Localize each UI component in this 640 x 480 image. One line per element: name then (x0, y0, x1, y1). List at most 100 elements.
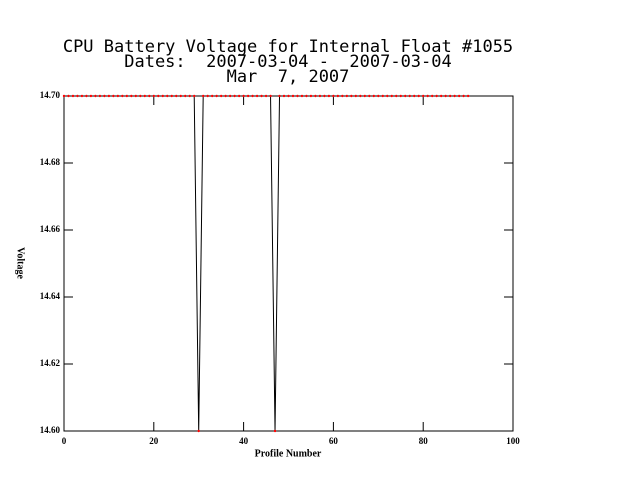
data-point (89, 94, 93, 98)
data-point (439, 94, 443, 98)
data-point (350, 94, 353, 98)
data-point (210, 94, 214, 98)
data-point (269, 94, 272, 98)
data-point (426, 94, 429, 98)
chart-subtitle: Dates: 2007-03-04 - 2007-03-04 (124, 52, 452, 72)
data-point (224, 94, 227, 98)
data-point (422, 94, 425, 98)
data-point (296, 94, 299, 98)
data-point (170, 94, 173, 98)
data-point (359, 94, 362, 98)
data-point (413, 94, 416, 98)
data-point (62, 94, 66, 98)
data-point (408, 94, 411, 98)
data-point (372, 94, 376, 98)
x-tick-label: 20 (149, 436, 159, 446)
data-point (76, 94, 79, 98)
data-point (336, 94, 340, 98)
data-point (166, 94, 169, 98)
data-point (188, 94, 191, 98)
data-point (462, 94, 465, 98)
chart-title: CPU Battery Voltage for Internal Float #… (63, 37, 513, 57)
data-point (453, 94, 456, 98)
data-point (291, 94, 295, 98)
data-point (112, 94, 115, 98)
data-point (430, 94, 434, 98)
data-point (125, 94, 129, 98)
y-axis-label: Voltage (15, 247, 26, 279)
y-tick-label: 14.62 (40, 358, 61, 368)
data-point (71, 94, 75, 98)
data-point (399, 94, 402, 98)
data-point (134, 94, 138, 98)
data-point (327, 94, 331, 98)
data-point (386, 94, 389, 98)
data-point (152, 94, 155, 98)
data-point (300, 94, 304, 98)
data-point (206, 94, 209, 98)
data-point (323, 94, 326, 98)
data-point (246, 94, 250, 98)
data-point (466, 94, 470, 98)
data-point (417, 94, 420, 98)
data-point (85, 94, 88, 98)
data-line (64, 95, 469, 432)
data-point (435, 94, 438, 98)
x-axis-label: Profile Number (255, 448, 322, 459)
data-point (377, 94, 380, 98)
y-tick-label: 14.66 (40, 224, 61, 234)
data-point (103, 94, 106, 98)
data-point (130, 94, 133, 98)
data-point (309, 94, 313, 98)
data-point (139, 94, 142, 98)
data-point (121, 94, 124, 98)
data-point (157, 94, 160, 98)
data-point (175, 94, 178, 98)
data-point (363, 94, 367, 98)
x-tick-label: 0 (62, 436, 67, 446)
data-point (341, 94, 344, 98)
data-point (67, 94, 70, 98)
data-point (80, 94, 84, 98)
data-point (457, 94, 461, 98)
data-point (345, 94, 349, 98)
data-point (318, 94, 322, 98)
data-point (184, 94, 187, 98)
data-point (219, 94, 223, 98)
chart-date: Mar 7, 2007 (227, 67, 350, 87)
data-point (215, 94, 218, 98)
x-tick-label: 40 (239, 436, 249, 446)
data-point (390, 94, 393, 98)
x-tick-label: 80 (419, 436, 429, 446)
data-point (332, 94, 335, 98)
data-point (143, 94, 147, 98)
data-point (98, 94, 102, 98)
y-tick-label: 14.60 (40, 425, 61, 435)
data-point (381, 94, 384, 98)
data-point (264, 94, 268, 98)
data-point (116, 94, 120, 98)
data-point (404, 94, 407, 98)
data-point (314, 94, 317, 98)
data-point (260, 94, 263, 98)
data-point (107, 94, 111, 98)
data-point (395, 94, 398, 98)
data-point (242, 94, 245, 98)
data-point (287, 94, 290, 98)
data-point (94, 94, 97, 98)
y-tick-label: 14.64 (40, 291, 61, 301)
data-point (233, 94, 236, 98)
data-point (193, 94, 196, 98)
data-point (444, 94, 447, 98)
data-point (237, 94, 241, 98)
data-point (228, 94, 232, 98)
y-tick-label: 14.68 (40, 157, 61, 167)
data-point (255, 94, 259, 98)
data-point (278, 94, 281, 98)
data-point (354, 94, 358, 98)
data-point (197, 429, 200, 433)
data-point (448, 94, 452, 98)
data-point (282, 94, 286, 98)
data-point (201, 94, 205, 98)
